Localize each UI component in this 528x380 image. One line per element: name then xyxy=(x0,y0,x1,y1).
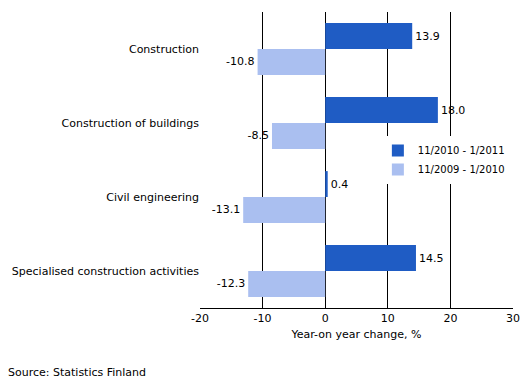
svg-text:0: 0 xyxy=(322,312,329,325)
svg-text:-8.5: -8.5 xyxy=(248,129,269,142)
svg-text:14.5: 14.5 xyxy=(419,252,444,265)
svg-text:10: 10 xyxy=(381,312,395,325)
svg-text:-10: -10 xyxy=(254,312,272,325)
svg-text:-10.8: -10.8 xyxy=(226,55,254,68)
svg-text:18.0: 18.0 xyxy=(441,104,466,117)
svg-text:Specialised construction activ: Specialised construction activities xyxy=(12,265,199,278)
svg-text:-20: -20 xyxy=(191,312,209,325)
svg-text:11/2009 - 1/2010: 11/2009 - 1/2010 xyxy=(418,164,505,175)
svg-text:30: 30 xyxy=(506,312,520,325)
svg-text:Civil engineering: Civil engineering xyxy=(106,191,199,204)
svg-text:0.4: 0.4 xyxy=(331,178,349,191)
svg-text:20: 20 xyxy=(443,312,457,325)
svg-text:13.9: 13.9 xyxy=(415,30,440,43)
svg-text:Construction of buildings: Construction of buildings xyxy=(62,117,200,130)
svg-text:Construction: Construction xyxy=(129,43,199,56)
svg-text:-12.3: -12.3 xyxy=(217,277,245,290)
svg-text:Year-on year change, %: Year-on year change, % xyxy=(291,328,422,341)
svg-text:-13.1: -13.1 xyxy=(212,203,240,216)
svg-text:11/2010 - 1/2011: 11/2010 - 1/2011 xyxy=(418,145,505,156)
svg-text:Source: Statistics Finland: Source: Statistics Finland xyxy=(8,366,146,379)
